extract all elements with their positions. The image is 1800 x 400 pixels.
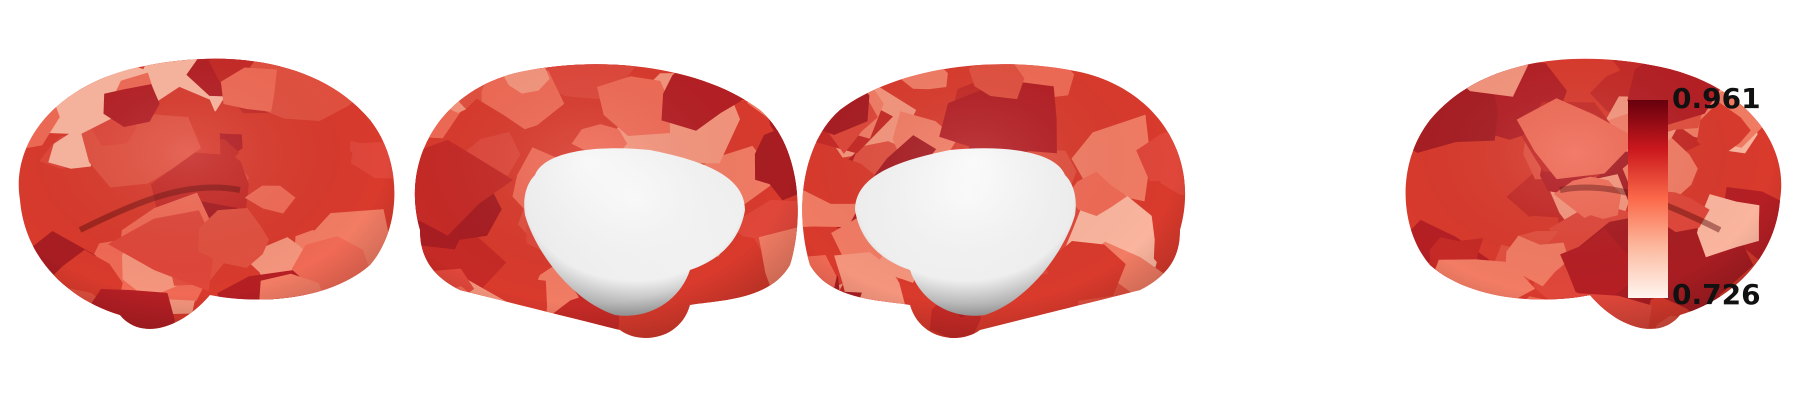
- parcel-patch: [1704, 308, 1763, 329]
- parcel-patch: [461, 300, 549, 338]
- parcel-patch: [414, 292, 465, 332]
- left-medial-view: [414, 64, 798, 338]
- left-lateral-view: [18, 58, 395, 329]
- parcel-patch: [802, 290, 862, 338]
- parcel-patch: [739, 64, 798, 98]
- parcel-patch: [252, 289, 329, 329]
- parcel-patch: [714, 64, 792, 102]
- parcel-patch: [739, 317, 786, 338]
- right-medial-view: [802, 64, 1186, 338]
- colorbar-min-label: 0.726: [1672, 278, 1761, 311]
- colorbar-max-label: 0.961: [1672, 82, 1761, 115]
- parcel-patch: [1405, 58, 1431, 97]
- parcel-patch: [1405, 307, 1453, 329]
- parcel-patch: [1488, 296, 1601, 329]
- parcel-patch: [358, 60, 395, 124]
- colorbar: [1628, 100, 1668, 298]
- colorbar-gradient: [1628, 100, 1668, 298]
- parcel-patch: [1705, 306, 1767, 329]
- parcel-patch: [802, 69, 846, 105]
- parcel-patch: [1083, 297, 1156, 338]
